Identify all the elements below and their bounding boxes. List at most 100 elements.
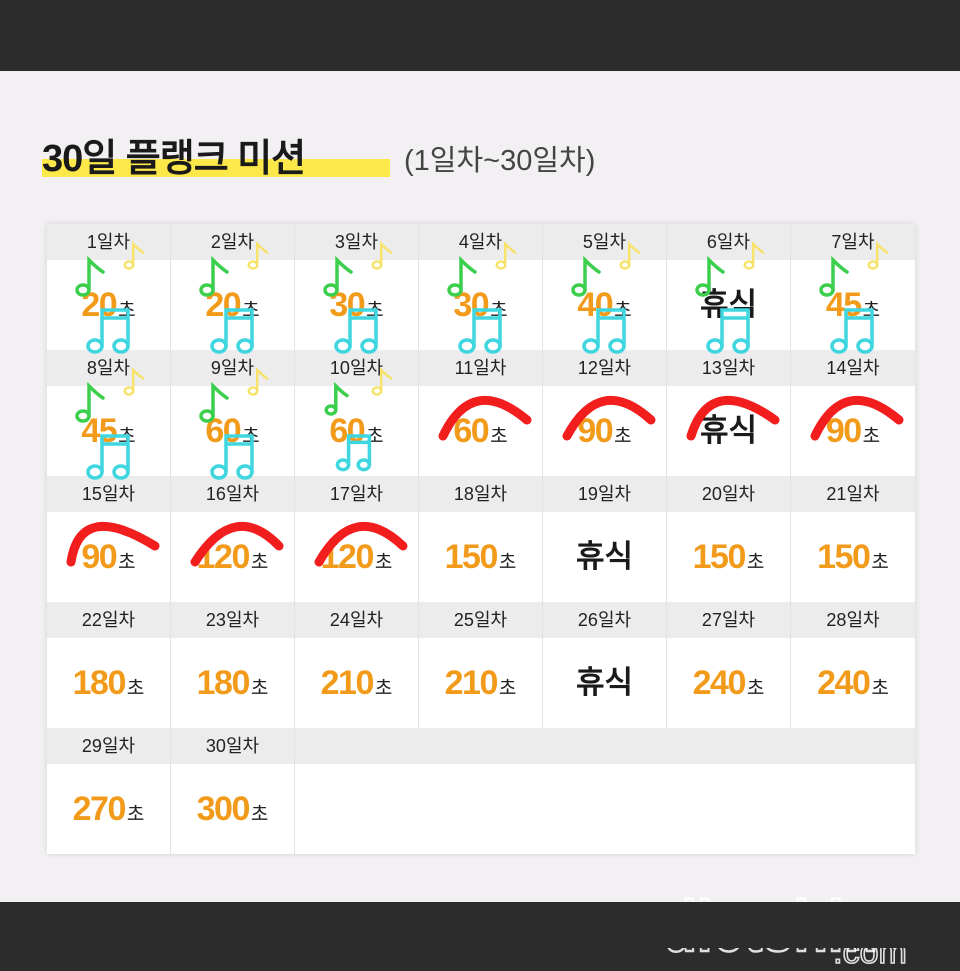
day-value: 150 초 xyxy=(791,512,915,602)
day-cell: 9일차 60 초 xyxy=(171,350,295,476)
day-value: 45 초 xyxy=(791,260,915,350)
day-label: 18일차 xyxy=(419,476,542,512)
seconds-unit: 초 xyxy=(118,552,136,573)
day-cell: 21일차 150 초 xyxy=(791,476,915,602)
day-cell: 12일차 90 초 xyxy=(543,350,667,476)
day-cell: 22일차 180 초 xyxy=(47,602,171,728)
seconds-value: 30 xyxy=(329,286,365,324)
day-cell: 27일차 240 초 xyxy=(667,602,791,728)
day-cell: 18일차 150 초 xyxy=(419,476,543,602)
day-value: 90 초 xyxy=(47,512,170,602)
seconds-unit: 초 xyxy=(614,300,632,321)
day-value: 120 초 xyxy=(171,512,294,602)
day-label: 16일차 xyxy=(171,476,294,512)
day-label: 1일차 xyxy=(47,224,170,260)
day-cell: 4일차 30 초 xyxy=(419,224,543,350)
title-highlight xyxy=(42,159,390,177)
day-label: 8일차 xyxy=(47,350,170,386)
day-label: 9일차 xyxy=(171,350,294,386)
day-label: 14일차 xyxy=(791,350,915,386)
day-label: 22일차 xyxy=(47,602,170,638)
content-page: 30일 플랭크 미션 (1일차~30일차) 1일차 20 초 2일차 20 초 3일차 30 초… xyxy=(0,71,960,971)
seconds-unit: 초 xyxy=(250,678,269,699)
seconds-value: 240 xyxy=(817,664,871,702)
day-label: 10일차 xyxy=(295,350,418,386)
seconds-unit: 초 xyxy=(118,426,136,447)
day-cell: 25일차 210 초 xyxy=(419,602,543,728)
day-value: 휴식 xyxy=(667,386,790,476)
seconds-unit: 초 xyxy=(862,426,881,447)
seconds-value: 210 xyxy=(320,664,375,702)
day-label: 29일차 xyxy=(47,728,170,764)
day-value: 270 초 xyxy=(47,764,170,854)
seconds-value: 120 xyxy=(320,538,375,576)
day-label: 4일차 xyxy=(419,224,542,260)
day-value: 20 초 xyxy=(47,260,170,350)
day-cell: 14일차 90 초 xyxy=(791,350,915,476)
day-value: 휴식 xyxy=(667,260,790,350)
day-cell: 13일차 휴식 xyxy=(667,350,791,476)
seconds-value: 180 xyxy=(196,664,251,702)
day-label: 11일차 xyxy=(419,350,542,386)
seconds-value: 240 xyxy=(692,664,747,702)
day-cell: 24일차 210 초 xyxy=(295,602,419,728)
seconds-value: 20 xyxy=(81,286,117,324)
day-cell: 26일차 휴식 xyxy=(543,602,667,728)
day-value: 60 초 xyxy=(171,386,294,476)
seconds-unit: 초 xyxy=(374,678,393,699)
seconds-value: 30 xyxy=(453,286,489,324)
seconds-unit: 초 xyxy=(366,300,384,321)
seconds-unit: 초 xyxy=(242,426,260,447)
seconds-value: 90 xyxy=(577,412,613,450)
day-label: 30일차 xyxy=(171,728,294,764)
day-label: 12일차 xyxy=(543,350,666,386)
day-value: 30 초 xyxy=(419,260,542,350)
day-cell: 2일차 20 초 xyxy=(171,224,295,350)
seconds-value: 150 xyxy=(817,538,871,576)
day-cell: 11일차 60 초 xyxy=(419,350,543,476)
seconds-value: 120 xyxy=(196,538,251,576)
day-label: 6일차 xyxy=(667,224,790,260)
seconds-unit: 초 xyxy=(250,552,269,573)
seconds-value: 45 xyxy=(81,412,117,450)
day-value: 300 초 xyxy=(171,764,294,854)
seconds-value: 180 xyxy=(72,664,127,702)
day-label: 25일차 xyxy=(419,602,542,638)
day-value: 40 초 xyxy=(543,260,666,350)
seconds-value: 40 xyxy=(577,286,613,324)
day-cell: 23일차 180 초 xyxy=(171,602,295,728)
day-value: 휴식 xyxy=(543,512,666,602)
day-value: 210 초 xyxy=(419,638,542,728)
day-label: 20일차 xyxy=(667,476,790,512)
day-cell: 19일차 휴식 xyxy=(543,476,667,602)
day-cell: 17일차 120 초 xyxy=(295,476,419,602)
day-cell: 7일차 45 초 xyxy=(791,224,915,350)
day-label: 5일차 xyxy=(543,224,666,260)
day-label: 26일차 xyxy=(543,602,666,638)
seconds-value: 300 xyxy=(196,790,251,828)
day-value: 150 초 xyxy=(419,512,542,602)
day-cell: 15일차 90 초 xyxy=(47,476,171,602)
seconds-value: 60 xyxy=(453,412,489,450)
seconds-unit: 초 xyxy=(242,300,260,321)
rest-label: 휴식 xyxy=(699,287,758,322)
day-label: 15일차 xyxy=(47,476,170,512)
seconds-value: 90 xyxy=(825,412,862,450)
seconds-unit: 초 xyxy=(366,426,384,447)
day-label: 24일차 xyxy=(295,602,418,638)
seconds-value: 60 xyxy=(205,412,241,450)
seconds-unit: 초 xyxy=(614,426,632,447)
day-value: 180 초 xyxy=(171,638,294,728)
seconds-value: 60 xyxy=(329,412,365,450)
day-cell: 3일차 30 초 xyxy=(295,224,419,350)
title-main: 30일 플랭크 미션 xyxy=(42,138,306,180)
day-value: 240 초 xyxy=(791,638,915,728)
day-cell: 8일차 45 초 xyxy=(47,350,171,476)
day-label: 13일차 xyxy=(667,350,790,386)
day-value: 240 초 xyxy=(667,638,790,728)
day-label: 17일차 xyxy=(295,476,418,512)
day-value: 60 초 xyxy=(295,386,418,476)
day-cell: 29일차 270 초 xyxy=(47,728,171,854)
day-value: 180 초 xyxy=(47,638,170,728)
